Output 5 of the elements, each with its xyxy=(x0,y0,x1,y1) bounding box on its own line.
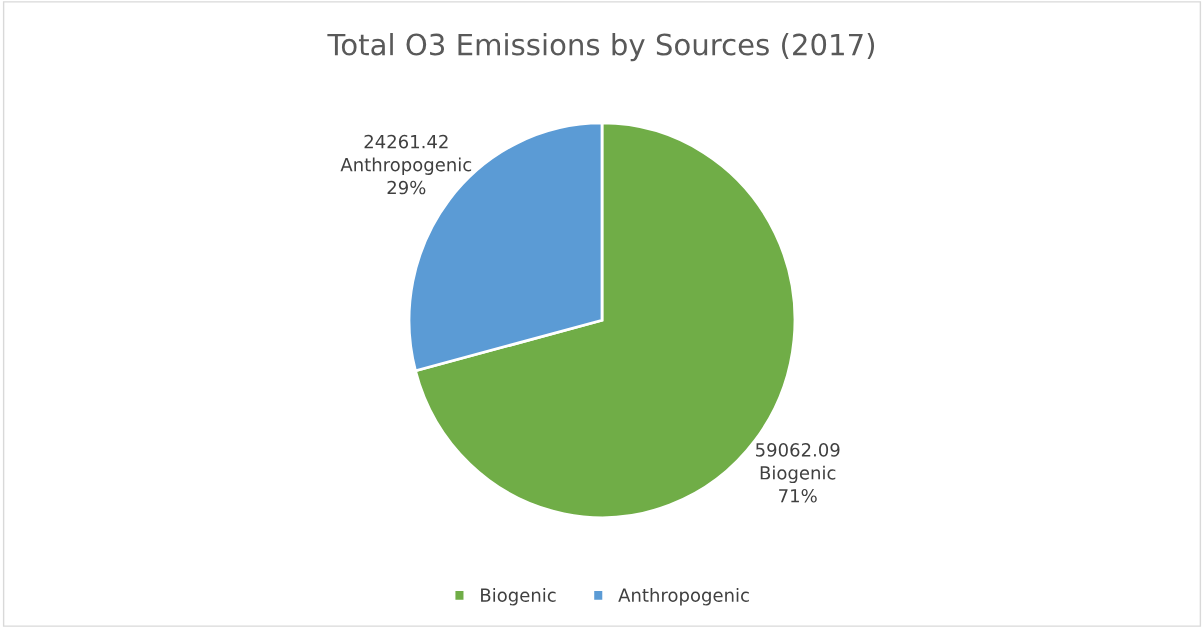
chart-title: Total O3 Emissions by Sources (2017) xyxy=(327,32,875,62)
legend-label: Biogenic xyxy=(481,588,556,606)
legend-label: Anthropogenic xyxy=(618,588,749,606)
data-label: 24261.42 Anthropogenic 29% xyxy=(340,134,472,195)
data-label: 59062.09 Biogenic 71% xyxy=(756,443,840,503)
